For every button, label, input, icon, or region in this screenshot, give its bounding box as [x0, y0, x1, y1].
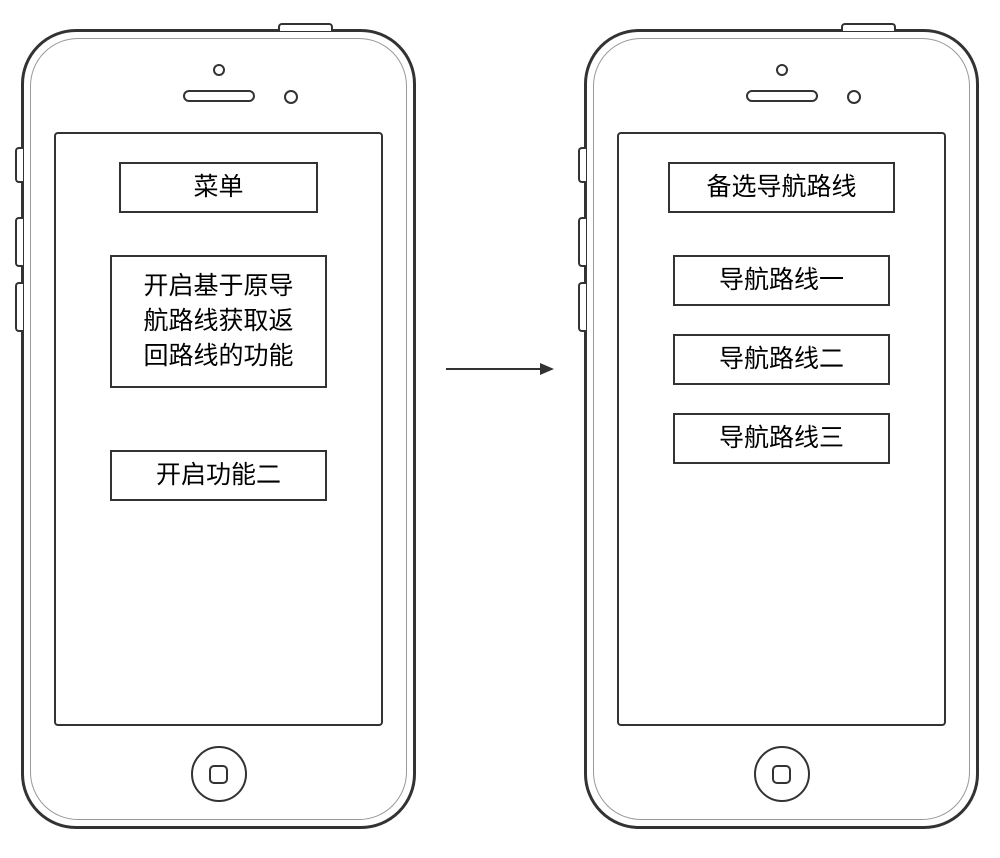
menu-title[interactable]: 菜单: [119, 162, 318, 213]
screen-right: 备选导航路线 导航路线一 导航路线二 导航路线三: [617, 132, 946, 726]
camera-icon: [284, 90, 298, 104]
arrow-line: [446, 368, 541, 370]
power-button: [278, 23, 333, 31]
transition-arrow: [446, 363, 554, 375]
home-button[interactable]: [754, 746, 810, 802]
route-option-2[interactable]: 导航路线二: [673, 334, 889, 385]
alternate-routes-title: 备选导航路线: [668, 162, 895, 213]
enable-feature-two-button[interactable]: 开启功能二: [110, 450, 326, 501]
speaker-icon: [183, 90, 255, 102]
diagram-container: 菜单 开启基于原导 航路线获取返 回路线的功能 开启功能二 备选导航路线 导航路…: [21, 29, 979, 829]
home-button[interactable]: [191, 746, 247, 802]
volume-up-button: [578, 217, 586, 267]
enable-return-route-button[interactable]: 开启基于原导 航路线获取返 回路线的功能: [110, 255, 326, 388]
volume-down-button: [578, 282, 586, 332]
camera-icon: [847, 90, 861, 104]
home-square-icon: [772, 765, 791, 784]
mute-switch: [15, 147, 23, 183]
volume-up-button: [15, 217, 23, 267]
sensor-icon: [213, 64, 225, 76]
mute-switch: [578, 147, 586, 183]
sensor-icon: [776, 64, 788, 76]
phone-right: 备选导航路线 导航路线一 导航路线二 导航路线三: [584, 29, 979, 829]
route-option-1[interactable]: 导航路线一: [673, 255, 889, 306]
phone-left: 菜单 开启基于原导 航路线获取返 回路线的功能 开启功能二: [21, 29, 416, 829]
route-option-3[interactable]: 导航路线三: [673, 413, 889, 464]
speaker-icon: [746, 90, 818, 102]
arrow-head-icon: [540, 363, 554, 375]
screen-left: 菜单 开启基于原导 航路线获取返 回路线的功能 开启功能二: [54, 132, 383, 726]
power-button: [841, 23, 896, 31]
volume-down-button: [15, 282, 23, 332]
home-square-icon: [209, 765, 228, 784]
